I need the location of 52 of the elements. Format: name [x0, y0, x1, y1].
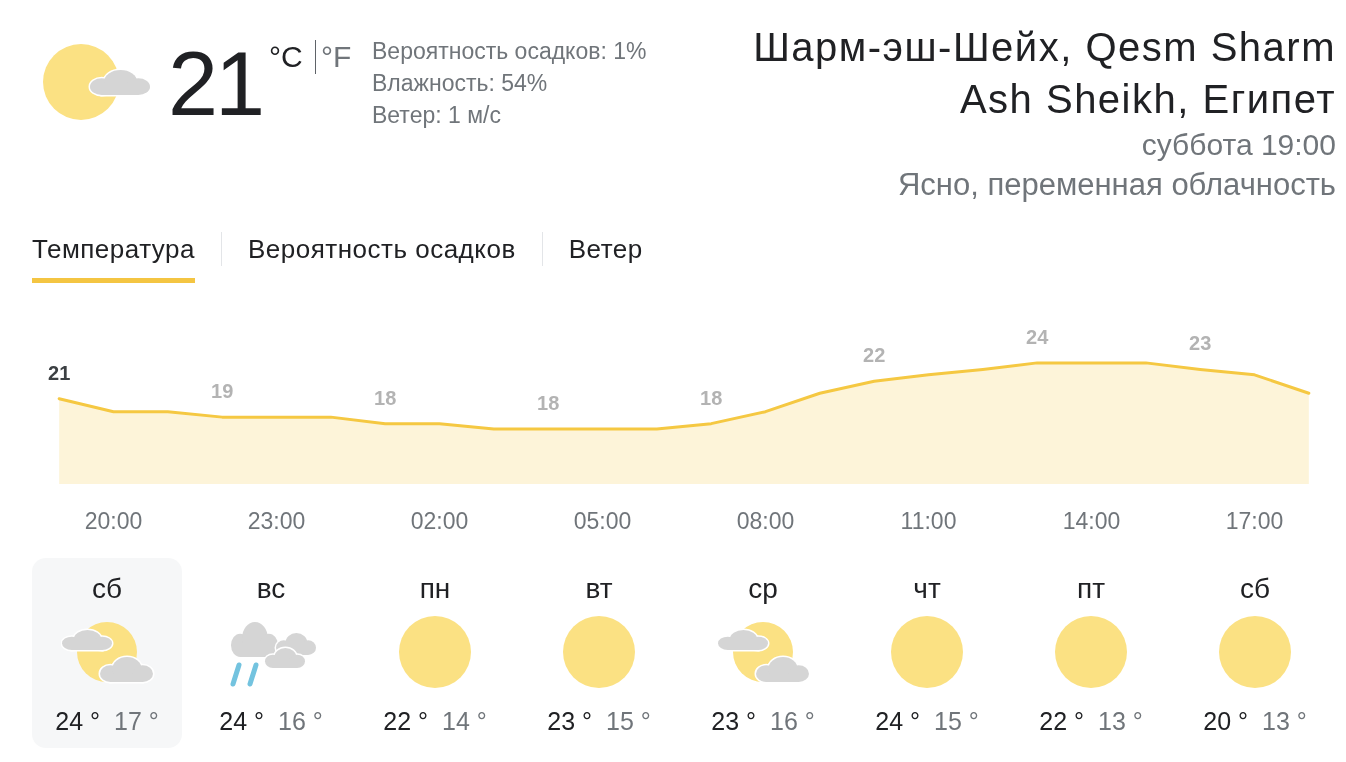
text: Ветер: 1 м/с — [372, 101, 501, 130]
data-label: 16 ° — [770, 707, 815, 735]
data-label: 14 ° — [442, 707, 487, 735]
text: Температура — [32, 233, 195, 266]
data-label: 17 ° — [114, 707, 159, 735]
data-label: 23 ° — [547, 707, 592, 735]
text: Ясно, переменная облачность — [897, 167, 1336, 203]
text: 21 — [168, 34, 263, 134]
data-label: 21 — [48, 361, 71, 384]
category-label: вт — [585, 573, 613, 605]
chart-title: Шарм-эш-Шейх, Qesm Sharm Ash Sheikh, Египет — [752, 24, 1336, 123]
data-label: 20 ° — [1203, 707, 1248, 735]
text: Вероятность осадков: 1% — [372, 37, 647, 66]
data-label: 15 ° — [606, 707, 651, 735]
data-label: 22 ° — [1039, 707, 1084, 735]
data-label: 13 ° — [1262, 707, 1307, 735]
data-label: 22 ° — [383, 707, 428, 735]
text: Ветер — [568, 233, 643, 266]
data-label: 18 — [700, 386, 723, 409]
data-label: 23 ° — [711, 707, 756, 735]
x-tick-label: 23:00 — [247, 507, 306, 534]
x-tick-label: 20:00 — [84, 507, 143, 534]
data-label: 18 — [374, 386, 397, 409]
category-label: пн — [419, 573, 451, 605]
data-label: 13 ° — [1098, 707, 1143, 735]
x-tick-label: 05:00 — [573, 507, 632, 534]
category-label: сб — [91, 573, 123, 605]
data-label: 24 — [1026, 325, 1050, 348]
category-label: вс — [256, 573, 286, 605]
x-tick-label: 17:00 — [1225, 507, 1284, 534]
data-label: 24 ° — [219, 707, 264, 735]
data-label: 18 — [537, 392, 560, 415]
data-label: 23 — [1189, 332, 1212, 355]
x-tick-label: 14:00 — [1062, 507, 1121, 534]
category-label: сб — [1239, 573, 1271, 605]
data-label: 24 ° — [875, 707, 920, 735]
chart-subtitle: суббота 19:00 — [1141, 127, 1336, 163]
data-label: 22 — [863, 344, 886, 367]
category-label: пт — [1077, 573, 1105, 605]
text: °F — [321, 40, 352, 73]
text: °C — [269, 40, 303, 73]
data-label: 24 ° — [55, 707, 100, 735]
data-label: 19 — [211, 380, 234, 403]
text: Влажность: 54% — [372, 69, 548, 98]
x-tick-label: 11:00 — [900, 507, 957, 534]
text: Вероятность осадков — [247, 233, 516, 266]
x-tick-label: 08:00 — [736, 507, 795, 534]
category-label: ср — [748, 573, 778, 605]
data-label: 15 ° — [934, 707, 979, 735]
category-label: чт — [913, 573, 941, 605]
data-label: 16 ° — [278, 707, 323, 735]
x-tick-label: 02:00 — [410, 507, 469, 534]
